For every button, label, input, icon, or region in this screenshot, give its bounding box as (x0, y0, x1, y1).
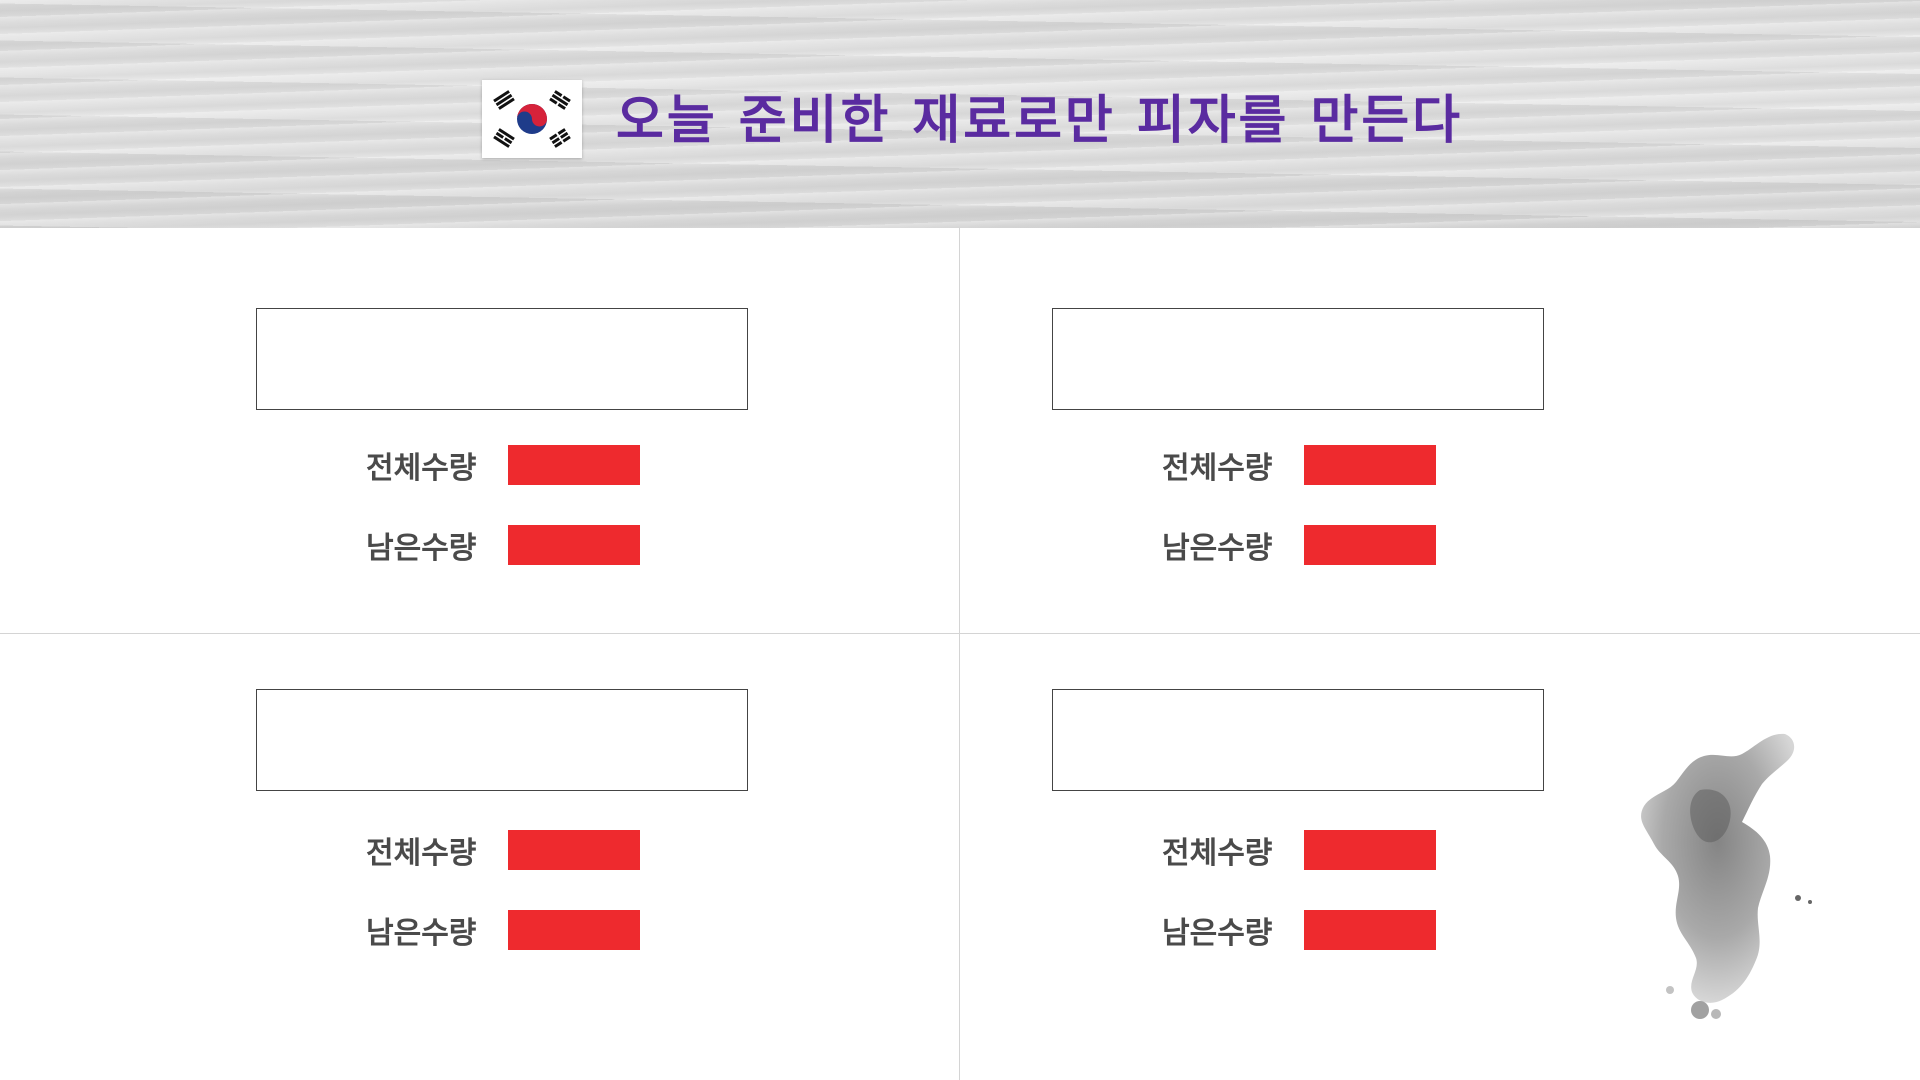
remaining-quantity-label: 남은수량 (366, 916, 477, 951)
total-quantity-label: 전체수량 (1162, 451, 1273, 486)
grid-divider-horizontal (0, 633, 1920, 634)
ingredient-name-box[interactable] (1052, 689, 1544, 791)
ingredient-name-box[interactable] (256, 308, 748, 410)
ingredient-panel: 전체수량 남은수량 (796, 228, 1755, 632)
remaining-quantity-row: 남은수량 (1162, 525, 1436, 566)
total-quantity-row: 전체수량 (366, 830, 640, 871)
total-quantity-field[interactable] (508, 445, 640, 485)
page-title: 오늘 준비한 재료로만 피자를 만든다 (616, 91, 1464, 151)
ingredient-panel: 전체수량 남은수량 (796, 609, 1755, 1013)
total-quantity-field[interactable] (508, 830, 640, 870)
remaining-quantity-row: 남은수량 (1162, 910, 1436, 951)
total-quantity-row: 전체수량 (366, 445, 640, 486)
ingredient-name-box[interactable] (1052, 308, 1544, 410)
total-quantity-label: 전체수량 (366, 451, 477, 486)
grid-divider-vertical (959, 228, 960, 1080)
ingredient-panel: 전체수량 남은수량 (0, 228, 959, 632)
total-quantity-label: 전체수량 (366, 836, 477, 871)
total-quantity-field[interactable] (1304, 445, 1436, 485)
header-banner: 오늘 준비한 재료로만 피자를 만든다 (0, 0, 1920, 228)
remaining-quantity-row: 남은수량 (366, 525, 640, 566)
ingredient-name-box[interactable] (256, 689, 748, 791)
remaining-quantity-field[interactable] (508, 910, 640, 950)
remaining-quantity-field[interactable] (1304, 910, 1436, 950)
remaining-quantity-row: 남은수량 (366, 910, 640, 951)
remaining-quantity-field[interactable] (1304, 525, 1436, 565)
korea-flag-icon (482, 80, 582, 158)
remaining-quantity-label: 남은수량 (1162, 531, 1273, 566)
total-quantity-label: 전체수량 (1162, 836, 1273, 871)
remaining-quantity-label: 남은수량 (1162, 916, 1273, 951)
total-quantity-row: 전체수량 (1162, 830, 1436, 871)
total-quantity-row: 전체수량 (1162, 445, 1436, 486)
korea-peninsula-map-icon (1630, 730, 1820, 1030)
ingredient-panel: 전체수량 남은수량 (0, 609, 959, 1013)
remaining-quantity-label: 남은수량 (366, 531, 477, 566)
total-quantity-field[interactable] (1304, 830, 1436, 870)
remaining-quantity-field[interactable] (508, 525, 640, 565)
